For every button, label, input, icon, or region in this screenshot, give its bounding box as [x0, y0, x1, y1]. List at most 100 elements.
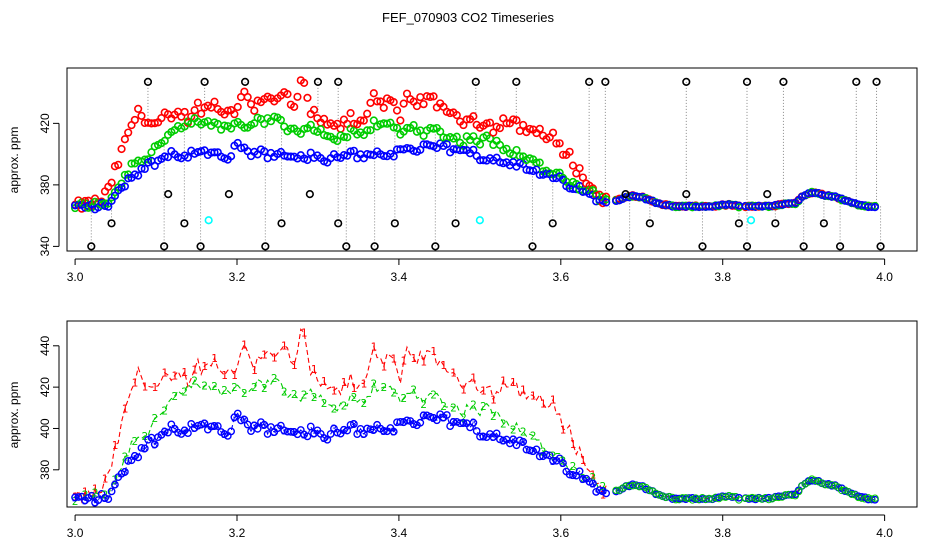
series-2-point — [788, 491, 796, 500]
series-3-point — [469, 418, 478, 427]
series-1-digit-marker: 1 — [430, 345, 437, 358]
outlier-high-point — [872, 77, 881, 86]
series-2-point — [645, 486, 653, 495]
series-1-digit-marker: 1 — [341, 376, 348, 389]
series-1-point — [578, 173, 588, 182]
series-3-point — [339, 150, 349, 160]
series-1-point — [246, 100, 256, 109]
outlier-low-point — [835, 242, 845, 251]
series-3-digit-marker: 3 — [251, 419, 258, 432]
series-3-point — [260, 420, 269, 429]
series-1-point — [482, 119, 491, 128]
series-2-digit-marker: 2 — [301, 389, 308, 402]
series-1-point — [197, 109, 206, 118]
series-2-point — [602, 195, 611, 204]
series-1-point — [303, 93, 312, 102]
series-3-point — [111, 480, 119, 489]
series-3-point — [542, 450, 551, 459]
series-3-point — [519, 437, 528, 446]
series-1-digit-marker: 1 — [351, 382, 358, 395]
series-2-point — [286, 124, 295, 133]
series-2-digit-marker: 2 — [550, 450, 557, 463]
outlier-high-point — [852, 77, 861, 86]
top-x-tick-label: 3.4 — [391, 270, 408, 284]
series-3-point — [545, 451, 554, 460]
bottom-y-tick-label: 420 — [38, 377, 52, 397]
series-3-point — [303, 432, 312, 441]
series-3-digit-marker: 3 — [191, 422, 198, 435]
series-2-digit-marker: 2 — [480, 400, 487, 413]
series-2-point — [316, 125, 325, 134]
outlier-low-point — [548, 219, 557, 228]
series-3-point — [346, 421, 355, 429]
series-2-point — [871, 494, 879, 502]
series-2-point — [366, 126, 375, 135]
series-1-digit-marker: 1 — [92, 482, 99, 495]
series-1-digit-marker: 1 — [361, 377, 368, 390]
series-2-digit-marker: 2 — [430, 388, 437, 401]
outlier-low-point — [876, 242, 885, 251]
series-2-point — [475, 140, 485, 149]
series-2-digit-marker: 2 — [171, 390, 178, 403]
top-panel: approx. ppm 3.0 3.2 3.4 3.6 3.8 4.0 340 380 420 — [7, 67, 918, 284]
series-1-digit-marker: 1 — [181, 366, 188, 379]
series-2-digit-marker: 2 — [201, 380, 208, 393]
series-2-point — [775, 493, 783, 502]
series-3-point — [210, 422, 219, 430]
series-3-point — [333, 428, 342, 437]
series-3-digit-marker: 3 — [510, 433, 517, 446]
series-1-digit-marker: 1 — [82, 485, 89, 498]
outlier-high-point — [313, 77, 323, 86]
series-3-point — [442, 411, 451, 419]
series-2-digit-marker: 2 — [191, 374, 198, 387]
series-1-point — [392, 106, 402, 115]
series-1-point — [376, 97, 385, 106]
series-2-digit-marker: 2 — [82, 489, 89, 502]
series-1-point — [193, 98, 202, 107]
series-2-digit-marker: 2 — [450, 401, 457, 414]
outlier-mid-point — [224, 190, 234, 199]
series-1-digit-marker: 1 — [321, 375, 328, 388]
series-2-digit-marker: 2 — [570, 460, 577, 473]
outlier-mid-point — [621, 190, 630, 199]
series-3-point — [200, 419, 209, 428]
series-2-digit-marker: 2 — [151, 412, 158, 425]
top-x-tick-label: 3.8 — [714, 270, 731, 284]
series-3-point — [163, 153, 173, 162]
series-3-point — [104, 202, 113, 211]
flagged-point — [475, 216, 484, 225]
series-3-point — [94, 496, 103, 504]
bottom-y-axis-label: approx. ppm — [7, 382, 21, 449]
series-2-digit-marker: 2 — [211, 380, 218, 393]
series-2-digit-marker: 2 — [400, 392, 407, 405]
series-2-digit-marker: 2 — [420, 398, 427, 411]
series-1-point — [575, 164, 584, 173]
series-1-point — [565, 147, 574, 156]
series-3-point — [184, 429, 192, 438]
series-1-digit-marker: 1 — [560, 423, 567, 436]
outlier-low-point — [742, 242, 752, 251]
series-1-digit-marker: 1 — [221, 369, 228, 382]
series-3-point — [870, 203, 880, 212]
series-3-point — [532, 445, 541, 454]
outlier-high-point — [601, 77, 610, 86]
series-1-digit-marker: 1 — [271, 352, 278, 365]
series-3-point — [340, 425, 348, 434]
series-1-digit-marker: 1 — [261, 348, 268, 361]
bottom-x-axis: 3.0 3.2 3.4 3.6 3.8 4.0 — [67, 514, 893, 540]
series-3-point — [469, 145, 478, 154]
series-2-digit-marker: 2 — [600, 480, 607, 493]
series-1-digit-marker: 1 — [400, 355, 407, 368]
series-1-point — [452, 111, 461, 120]
series-3-point — [183, 153, 193, 162]
series-2-digit-marker: 2 — [510, 424, 517, 437]
series-3-digit-marker: 3 — [490, 431, 497, 444]
series-2-point — [392, 123, 402, 133]
series-3-point — [442, 140, 451, 149]
series-1-point — [369, 89, 378, 98]
bottom-y-tick-label: 400 — [38, 418, 52, 438]
outlier-high-point — [512, 77, 521, 86]
series-2-point — [811, 476, 819, 485]
series-3-point — [323, 435, 332, 444]
series-1-point — [495, 124, 505, 133]
